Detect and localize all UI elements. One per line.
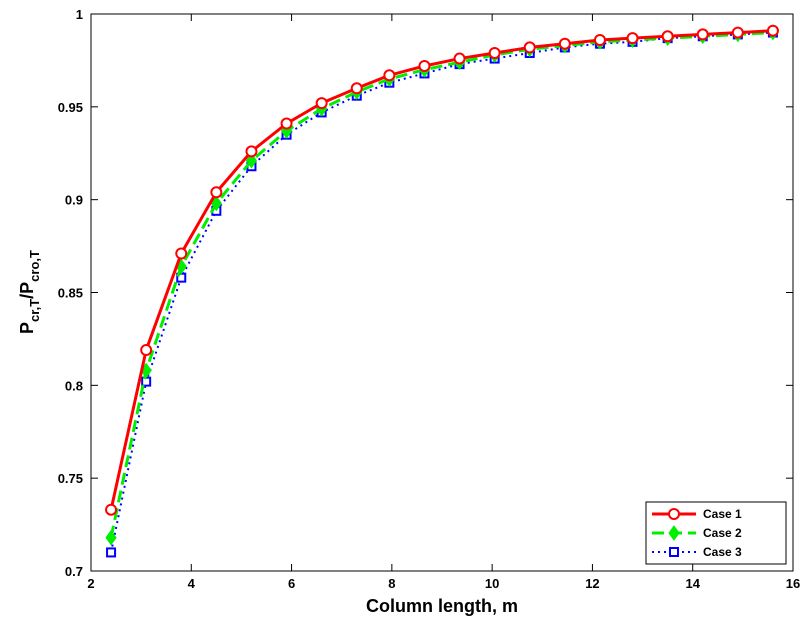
x-axis: 2 4 6 8 10 12 14 16 [87,14,800,591]
data-point [593,33,606,46]
legend-label: Case 3 [703,545,742,559]
x-tick-label: 6 [288,576,295,591]
legend-marker [669,547,679,557]
legend-label: Case 2 [703,526,742,540]
y-axis: 0.7 0.75 0.8 0.85 0.9 0.95 1 [58,7,793,579]
y-tick-label: 0.9 [65,193,83,208]
series-layer [105,24,779,558]
data-point [175,247,188,260]
y-tick-label: 0.95 [58,100,83,115]
y-tick-label: 0.8 [65,378,83,393]
data-point [383,69,396,82]
data-point [245,152,258,169]
data-point [106,547,117,558]
y-axis-label-sub1: cr,T [27,299,42,322]
legend-marker [668,508,680,520]
y-tick-label: 0.7 [65,564,83,579]
data-point [105,503,118,516]
data-point [766,24,779,37]
data-point [280,117,293,130]
y-tick-label: 0.85 [58,286,83,301]
series-case-1 [105,24,779,516]
data-point [350,82,363,95]
x-tick-label: 14 [685,576,700,591]
x-tick-label: 12 [585,576,599,591]
legend-items: Case 1 Case 2 Case 3 [652,507,742,559]
x-tick-label: 2 [87,576,94,591]
y-axis-label-slash: /P [17,282,37,299]
y-axis-label-sub2: cro,T [27,250,42,282]
data-point [696,28,709,41]
data-point [453,52,466,65]
data-point [661,30,674,43]
x-tick-label: 16 [786,576,800,591]
data-point [731,26,744,39]
plot-area [90,13,794,572]
data-point [523,41,536,54]
data-point [210,186,223,199]
x-tick-label: 4 [188,576,196,591]
data-point [140,344,153,357]
data-point [418,59,431,72]
data-point [488,46,501,59]
legend-label: Case 1 [703,507,742,521]
data-point [315,97,328,110]
legend: Case 1 Case 2 Case 3 [645,501,787,565]
series-line [109,31,774,538]
data-point [105,529,117,546]
data-point [245,145,258,158]
x-tick-label: 8 [388,576,395,591]
y-axis-label-main: P [17,322,37,334]
x-tick-label: 10 [485,576,499,591]
data-point [558,37,571,50]
y-tick-label: 0.75 [58,471,83,486]
y-axis-label: Pcr,T/Pcro,T [17,250,42,334]
x-axis-label: Column length, m [366,596,518,616]
legend-marker [668,525,680,541]
data-point [626,32,639,45]
y-tick-label: 1 [76,7,83,22]
